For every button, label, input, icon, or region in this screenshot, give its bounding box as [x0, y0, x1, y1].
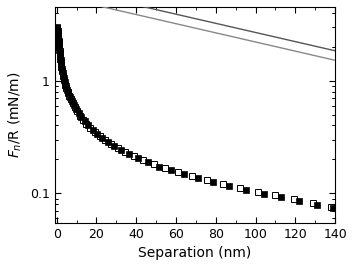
X-axis label: Separation (nm): Separation (nm) [138, 246, 252, 260]
Y-axis label: $F_n$/R (mN/m): $F_n$/R (mN/m) [7, 72, 24, 158]
